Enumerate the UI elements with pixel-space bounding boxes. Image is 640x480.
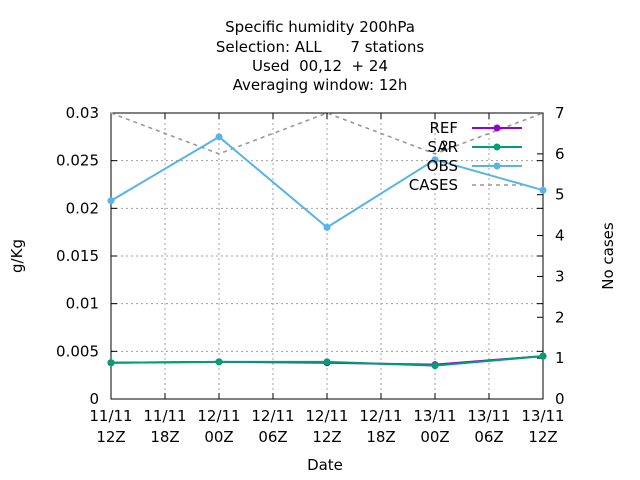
x-tick-label-date: 11/11 [143,407,186,425]
y2-tick-label: 5 [555,186,565,204]
x-axis-label: Date [307,456,343,474]
y-tick-label: 0 [89,390,99,408]
x-tick-label-hour: 18Z [150,428,179,446]
sar-data-point [431,362,439,370]
y-tick-label: 0.01 [66,295,99,313]
y2-tick-label: 7 [555,104,565,122]
x-tick-label-date: 13/11 [413,407,456,425]
title-line-2: Selection: ALL 7 stations [215,38,425,56]
sar-data-point [323,358,331,366]
x-tick-label-date: 12/11 [197,407,240,425]
x-tick-label-hour: 12Z [96,428,125,446]
obs-data-point [539,186,547,194]
y-axis-label: g/Kg [8,239,26,273]
obs-data-point [431,156,439,164]
x-tick-label-hour: 00Z [204,428,233,446]
legend-marker-ref [493,124,501,132]
y-tick-label: 0.02 [66,199,99,217]
legend-marker-obs [493,162,501,170]
x-tick-label-hour: 06Z [474,428,503,446]
y2-tick-label: 4 [555,227,565,245]
title-line-1: Specific humidity 200hPa [225,18,415,36]
legend-marker-sar [493,143,501,151]
y-tick-label: 0.005 [56,342,99,360]
x-tick-label-date: 11/11 [89,407,132,425]
y2-tick-label: 2 [555,308,565,326]
x-tick-label-hour: 12Z [312,428,341,446]
x-tick-label-date: 12/11 [359,407,402,425]
y-tick-label: 0.03 [66,104,99,122]
x-tick-label-hour: 00Z [420,428,449,446]
y2-tick-label: 3 [555,267,565,285]
legend-label-obs: OBS [427,157,458,175]
x-tick-label-hour: 12Z [528,428,557,446]
annotation-label: 2 [440,139,448,154]
cases-series-line [110,112,544,155]
sar-data-point [107,359,115,367]
sar-data-point [539,352,547,360]
title-line-3: Used 00,12 + 24 [252,57,388,75]
y2-axis-label: No cases [599,222,617,290]
legend-label-cases: CASES [409,176,458,194]
x-tick-label-hour: 18Z [366,428,395,446]
x-tick-label-date: 12/11 [305,407,348,425]
obs-data-point [107,197,115,205]
y2-tick-label: 0 [555,390,565,408]
y2-tick-label: 1 [555,349,565,367]
title-line-4: Averaging window: 12h [232,76,408,94]
x-tick-label-hour: 06Z [258,428,287,446]
obs-data-point [215,133,223,141]
y-tick-label: 0.025 [56,152,99,170]
legend-label-sar: SAR [428,138,458,156]
x-tick-label-date: 12/11 [251,407,294,425]
x-tick-label-date: 13/11 [521,407,564,425]
y-tick-label: 0.015 [56,247,99,265]
y2-tick-label: 6 [555,145,565,163]
sar-data-point [215,358,223,366]
obs-data-point [323,223,331,231]
x-tick-label-date: 13/11 [467,407,510,425]
legend-label-ref: REF [429,119,458,137]
